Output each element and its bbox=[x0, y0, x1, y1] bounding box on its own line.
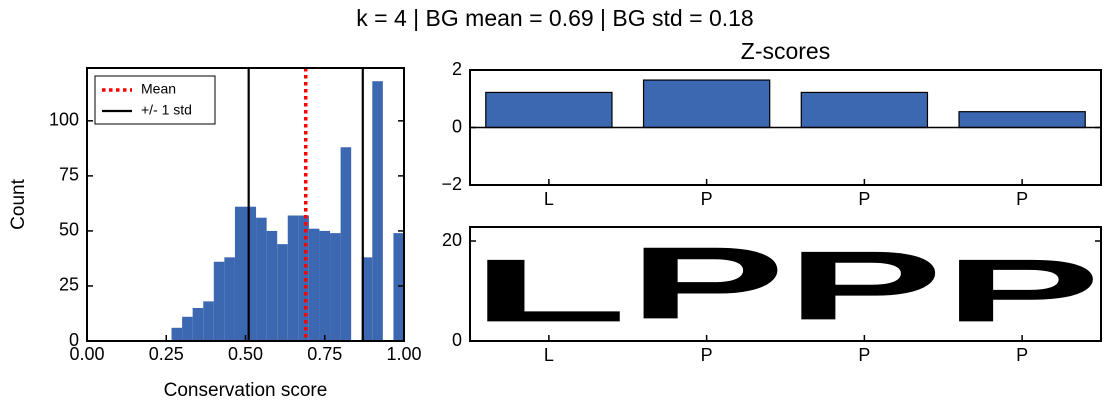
x-tick-label: P bbox=[1016, 189, 1028, 209]
histogram-bar bbox=[340, 147, 352, 341]
y-tick-label: −2 bbox=[441, 174, 462, 194]
y-tick-label: 100 bbox=[49, 110, 79, 130]
legend-label: Mean bbox=[141, 81, 176, 97]
x-tick-label: 0.75 bbox=[307, 344, 342, 364]
histogram-bar bbox=[393, 233, 404, 341]
bar bbox=[800, 91, 929, 129]
x-tick-label: P bbox=[1016, 345, 1028, 365]
y-tick-label: 20 bbox=[442, 230, 462, 250]
histogram-bar bbox=[319, 230, 331, 341]
histogram-bar bbox=[372, 81, 383, 341]
x-tick-label: P bbox=[701, 345, 713, 365]
x-tick-label: L bbox=[544, 189, 554, 209]
bar bbox=[958, 111, 1086, 129]
x-tick-label: L bbox=[544, 345, 554, 365]
x-tick-label: P bbox=[858, 345, 870, 365]
histogram-bar bbox=[224, 257, 235, 341]
y-tick-label: 2 bbox=[452, 59, 462, 79]
histogram-bar bbox=[245, 206, 257, 341]
logo-letter: L bbox=[470, 240, 628, 340]
histogram-bar bbox=[330, 233, 341, 341]
legend-label: +/- 1 std bbox=[141, 102, 192, 118]
x-tick-label: 1.00 bbox=[386, 344, 421, 364]
histogram-bar bbox=[308, 228, 320, 341]
histogram-bar bbox=[171, 327, 183, 341]
histogram-bar bbox=[203, 301, 214, 341]
y-tick-label: 0 bbox=[69, 330, 79, 350]
x-axis-label: Conservation score bbox=[164, 380, 328, 401]
axes-frame bbox=[469, 226, 1102, 342]
histogram-bar bbox=[234, 206, 246, 341]
logo-letter: P bbox=[628, 225, 786, 340]
bar bbox=[642, 79, 771, 129]
bar bbox=[485, 91, 613, 129]
axes-title: Z-scores bbox=[741, 38, 830, 64]
histogram-bar bbox=[182, 316, 193, 341]
y-axis-label: Count bbox=[8, 178, 29, 229]
y-tick-label: 0 bbox=[452, 116, 462, 136]
x-tick-label: 0.50 bbox=[228, 344, 263, 364]
x-tick-label: 0.00 bbox=[69, 344, 104, 364]
histogram-bar bbox=[287, 215, 299, 341]
histogram-bar bbox=[361, 257, 373, 341]
legend-box bbox=[94, 75, 216, 125]
histogram-bar bbox=[298, 215, 309, 341]
figure-title: k = 4 | BG mean = 0.69 | BG std = 0.18 bbox=[356, 5, 753, 31]
logo-letter: P bbox=[786, 231, 944, 341]
x-tick-label: 0.25 bbox=[149, 344, 184, 364]
histogram-bar bbox=[213, 261, 225, 341]
y-tick-label: 25 bbox=[59, 275, 79, 295]
y-tick-label: 0 bbox=[452, 330, 462, 350]
x-tick-label: P bbox=[701, 189, 713, 209]
y-tick-label: 75 bbox=[59, 165, 79, 185]
histogram-bar bbox=[277, 244, 288, 341]
histogram-bar bbox=[192, 307, 204, 341]
x-tick-label: P bbox=[858, 189, 870, 209]
y-tick-label: 50 bbox=[59, 220, 79, 240]
histogram-bar bbox=[266, 230, 278, 341]
logo-letter: P bbox=[943, 240, 1101, 340]
histogram-bar bbox=[256, 217, 267, 341]
